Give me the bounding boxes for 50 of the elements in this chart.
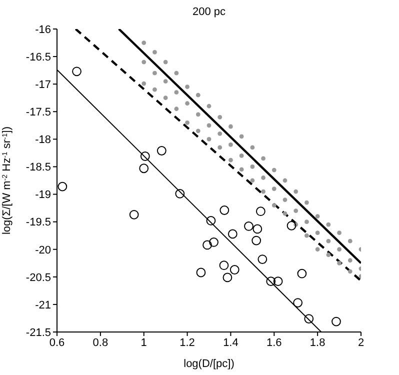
point [139,164,149,174]
y-tick-label: -20.5 [26,272,51,284]
point [256,206,266,216]
point [72,66,82,76]
point [209,238,218,247]
x-axis-title: log(D/[pc]) [184,358,234,370]
y-tick-label: -21 [35,299,51,312]
point [244,222,254,231]
point [273,276,283,286]
point [286,220,296,230]
point [156,146,166,156]
x-tick-label: 1.6 [266,336,282,349]
point [230,265,240,274]
point [228,229,238,239]
point [175,189,185,198]
point [129,210,139,220]
point [140,152,150,161]
x-tick-label: 1.8 [310,336,326,349]
point [252,224,262,234]
point [220,206,230,215]
y-tick-label: -18.5 [26,162,51,174]
point [219,260,229,270]
y-tick-label: -16 [35,24,51,36]
point [202,240,212,250]
point [58,182,68,192]
y-tick-label: -19 [35,189,51,202]
y-tick-label: -19.5 [26,216,51,229]
point [252,236,262,246]
y-tick-label: -21.5 [26,326,51,339]
point [258,254,268,264]
x-tick-label: 1.4 [223,336,238,349]
point [206,216,216,226]
y-tick-label: -16.5 [26,51,51,64]
x-tick-label: 0.8 [92,336,108,349]
y-tick-label: -17 [35,78,51,91]
x-tick-label: 0.6 [49,336,65,349]
x-tick-label: 2 [358,336,364,349]
point [297,268,307,278]
point [196,268,206,278]
point [222,272,232,282]
point [293,298,303,308]
y-tick-label: -20 [35,244,51,256]
y-tick-label: -18 [35,134,51,146]
y-tick-label: -17.5 [26,106,51,119]
point [304,314,314,324]
point [332,316,341,326]
chart-title: 200 pc [192,6,226,18]
x-tick-label: 1 [140,336,147,349]
x-tick-label: 1.2 [180,336,195,349]
point [266,276,276,286]
